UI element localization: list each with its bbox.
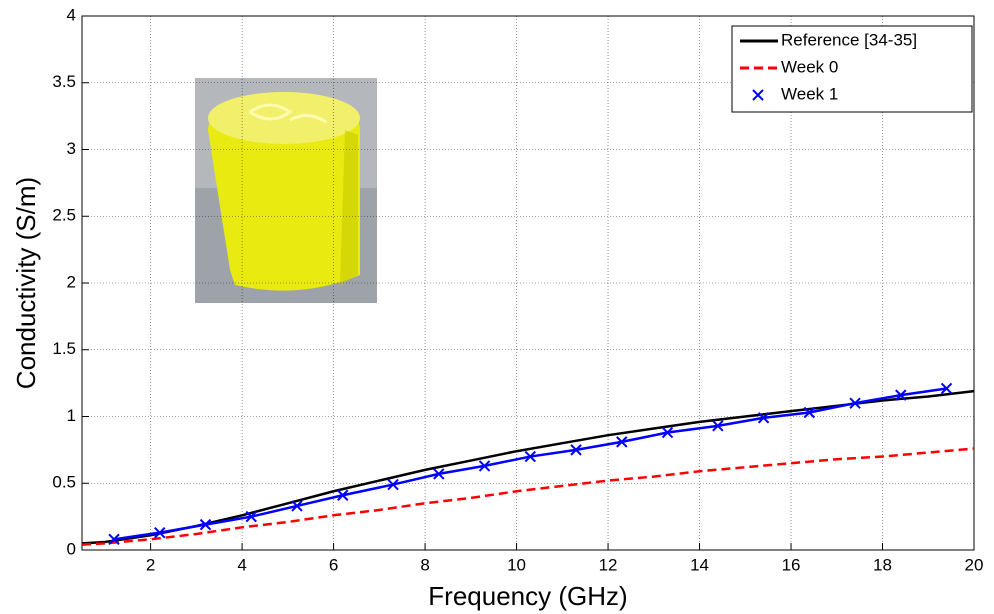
y-tick-label: 2: [67, 272, 76, 291]
y-axis-label: Conductivity (S/m): [11, 177, 41, 389]
marker: [940, 382, 953, 395]
legend-label: Week 1: [781, 84, 838, 103]
x-tick-label: 20: [965, 555, 984, 574]
marker: [337, 489, 349, 501]
marker: [895, 389, 907, 401]
marker: [570, 444, 582, 456]
x-tick-label: 2: [146, 555, 155, 574]
y-tick-label: 0: [67, 539, 76, 558]
marker: [661, 426, 674, 439]
y-tick-label: 4: [67, 5, 76, 24]
marker: [849, 397, 861, 409]
series-line: [81, 447, 975, 546]
x-tick-label: 10: [507, 555, 526, 574]
x-tick-label: 14: [690, 555, 709, 574]
marker: [803, 406, 816, 419]
y-tick-label: 1.5: [52, 339, 76, 358]
x-tick-label: 16: [782, 555, 801, 574]
marker: [245, 510, 257, 523]
x-tick-label: 6: [329, 555, 338, 574]
x-tick-label: 8: [420, 555, 429, 574]
y-tick-label: 3.5: [52, 72, 76, 91]
y-tick-label: 3: [67, 139, 76, 158]
marker: [433, 468, 445, 480]
marker: [712, 420, 724, 432]
marker: [199, 518, 212, 531]
x-tick-label: 4: [237, 555, 246, 574]
marker: [387, 478, 399, 491]
inset-photo: [195, 78, 377, 303]
marker: [108, 533, 120, 546]
marker: [291, 500, 303, 512]
y-tick-label: 1: [67, 406, 76, 425]
marker: [616, 436, 628, 448]
legend-label: Reference [34-35]: [781, 30, 917, 49]
marker: [757, 412, 770, 424]
x-tick-label: 18: [873, 555, 892, 574]
marker: [524, 450, 536, 463]
marker: [478, 460, 491, 472]
plot-frame: [81, 15, 975, 551]
legend-marker: [752, 89, 764, 101]
x-tick-label: 12: [599, 555, 618, 574]
x-axis-label: Frequency (GHz): [428, 581, 627, 611]
y-tick-label: 0.5: [52, 473, 76, 492]
marker: [154, 526, 166, 539]
y-tick-label: 2.5: [52, 206, 76, 225]
legend-label: Week 0: [781, 57, 838, 76]
